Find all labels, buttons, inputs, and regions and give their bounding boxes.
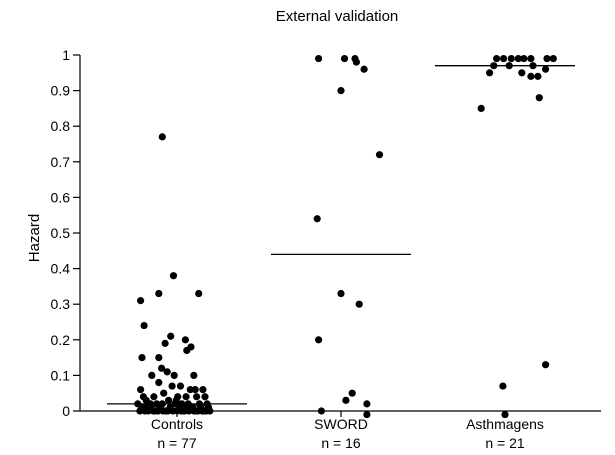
- data-point: [183, 346, 191, 355]
- data-point: [150, 393, 158, 401]
- data-point: [315, 54, 323, 63]
- y-tick-label: 0.6: [51, 189, 71, 205]
- data-point: [360, 65, 368, 73]
- data-point: [148, 371, 156, 379]
- data-point: [158, 133, 166, 141]
- data-point: [542, 65, 550, 73]
- data-point: [160, 389, 168, 397]
- data-point: [168, 382, 176, 390]
- data-point: [155, 289, 163, 298]
- data-point: [529, 62, 537, 70]
- category-label: Controls: [151, 416, 203, 432]
- category-count-label: n = 77: [157, 435, 197, 451]
- y-tick-label: 0.5: [51, 225, 71, 241]
- data-point: [543, 54, 551, 63]
- data-point: [199, 386, 207, 394]
- data-point: [317, 407, 325, 415]
- data-point: [181, 336, 189, 344]
- data-point: [527, 72, 535, 80]
- chart-title: External validation: [276, 8, 399, 25]
- category-count-label: n = 16: [321, 435, 361, 451]
- data-point: [165, 396, 173, 404]
- category-label: SWORD: [314, 416, 368, 432]
- data-point: [355, 300, 363, 308]
- data-points: [134, 54, 557, 419]
- data-point: [514, 54, 522, 63]
- data-point: [137, 386, 145, 394]
- data-point: [340, 54, 349, 63]
- data-point: [137, 297, 145, 305]
- data-point: [170, 371, 178, 379]
- data-point: [507, 54, 515, 63]
- data-point: [155, 354, 163, 362]
- y-tick-label: 0.1: [51, 367, 71, 383]
- data-point: [172, 396, 180, 404]
- data-point: [518, 69, 526, 77]
- category-count-label: n = 21: [485, 435, 525, 451]
- data-point: [193, 393, 201, 401]
- y-ticks: 0 0.1 0.2 0.3 0.4 0.5 0.6 0.7 0.8 0.9 1: [51, 47, 80, 419]
- data-point: [342, 396, 350, 404]
- y-tick-label: 0.7: [51, 154, 71, 170]
- y-tick-label: 0.9: [51, 83, 71, 99]
- data-point: [182, 393, 190, 401]
- data-point: [169, 272, 178, 280]
- median-lines: [107, 65, 575, 405]
- data-point: [195, 289, 203, 298]
- category-label: Asthmagens: [466, 416, 544, 432]
- data-point: [534, 72, 542, 80]
- data-point: [167, 332, 175, 340]
- data-point: [201, 393, 209, 401]
- y-tick-label: 0: [62, 403, 70, 419]
- x-categories: Controls n = 77 SWORD n = 16 Asthmagens n = 2…: [151, 411, 544, 451]
- data-point: [363, 400, 371, 408]
- data-point: [375, 151, 384, 159]
- data-point: [176, 382, 185, 390]
- data-point: [161, 339, 169, 347]
- data-point: [162, 407, 170, 415]
- data-point: [315, 336, 323, 344]
- y-tick-label: 0.8: [51, 118, 71, 134]
- data-point: [348, 389, 356, 397]
- data-point: [520, 54, 528, 63]
- y-axis-label: Hazard: [26, 214, 43, 262]
- data-point: [155, 378, 163, 387]
- data-point: [158, 364, 166, 372]
- data-point: [313, 215, 321, 223]
- data-point: [138, 354, 146, 362]
- data-point: [352, 58, 360, 66]
- data-point: [337, 289, 345, 298]
- data-point: [138, 403, 146, 412]
- data-point: [192, 407, 200, 415]
- y-tick-label: 0.3: [51, 296, 71, 312]
- data-point: [163, 368, 171, 376]
- data-point: [542, 361, 550, 369]
- data-point: [183, 403, 191, 412]
- data-point: [337, 87, 345, 95]
- data-point: [535, 94, 543, 102]
- data-point: [151, 407, 159, 415]
- y-tick-label: 0.2: [51, 332, 71, 348]
- data-point: [200, 407, 208, 415]
- data-point: [486, 69, 494, 77]
- y-tick-label: 1: [62, 47, 70, 63]
- data-point: [499, 382, 507, 390]
- data-point: [493, 54, 501, 63]
- data-point: [477, 104, 485, 112]
- data-point: [191, 386, 199, 394]
- data-point: [505, 62, 513, 70]
- data-point: [363, 410, 371, 419]
- data-point: [500, 54, 508, 63]
- y-tick-label: 0.4: [51, 261, 71, 277]
- data-point: [140, 321, 148, 330]
- data-point: [142, 396, 150, 404]
- data-point: [490, 62, 498, 70]
- data-point: [190, 371, 198, 379]
- data-point: [549, 54, 557, 63]
- data-point: [501, 410, 509, 419]
- data-point: [527, 54, 535, 63]
